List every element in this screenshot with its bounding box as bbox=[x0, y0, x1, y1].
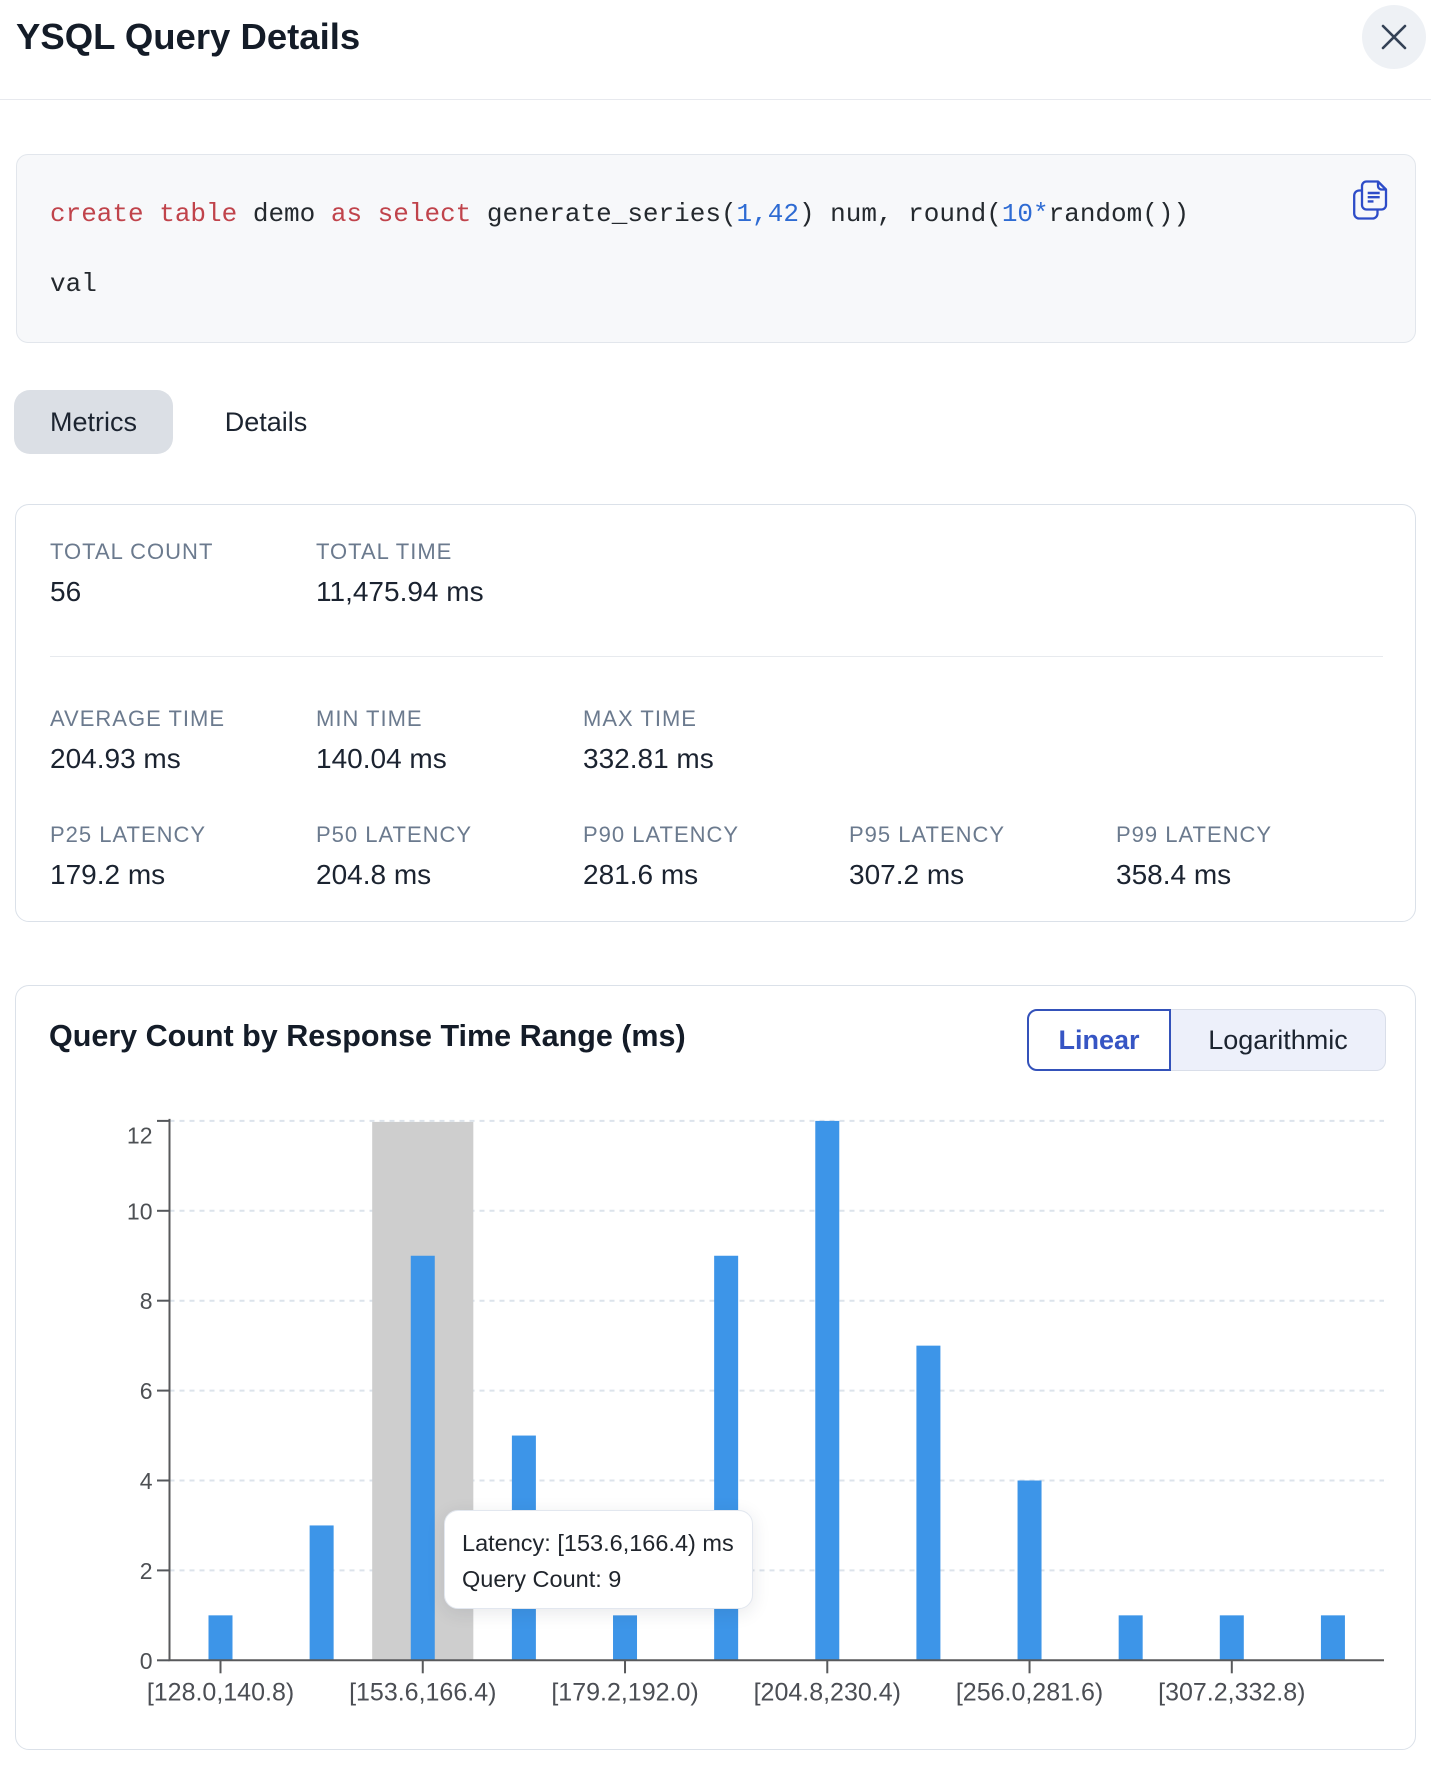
svg-text:10: 10 bbox=[127, 1198, 153, 1224]
svg-text:[128.0,140.8): [128.0,140.8) bbox=[147, 1678, 294, 1706]
svg-text:[153.6,166.4): [153.6,166.4) bbox=[349, 1678, 496, 1706]
svg-text:[179.2,192.0): [179.2,192.0) bbox=[551, 1678, 698, 1706]
svg-text:0: 0 bbox=[140, 1648, 153, 1674]
svg-text:6: 6 bbox=[140, 1378, 153, 1404]
svg-text:[256.0,281.6): [256.0,281.6) bbox=[956, 1678, 1103, 1706]
svg-text:12: 12 bbox=[127, 1122, 153, 1148]
svg-text:8: 8 bbox=[140, 1288, 153, 1314]
svg-text:4: 4 bbox=[140, 1468, 153, 1494]
svg-text:2: 2 bbox=[140, 1558, 153, 1584]
svg-text:[307.2,332.8): [307.2,332.8) bbox=[1158, 1678, 1305, 1706]
svg-text:[204.8,230.4): [204.8,230.4) bbox=[754, 1678, 901, 1706]
